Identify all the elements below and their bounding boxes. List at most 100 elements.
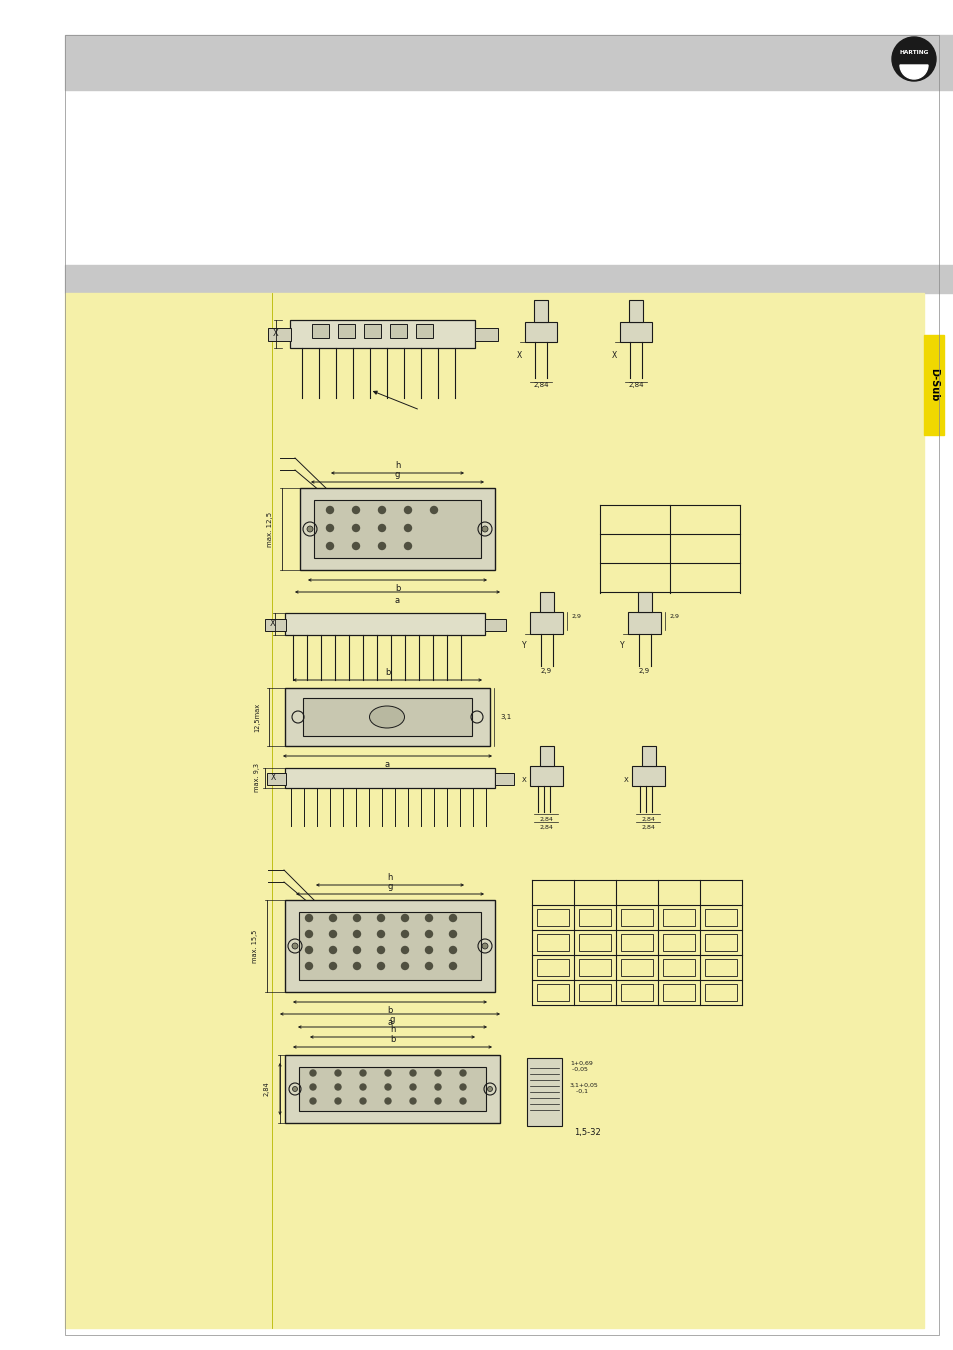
- Text: h: h: [395, 460, 399, 470]
- Bar: [662, 958, 695, 976]
- Circle shape: [305, 930, 313, 937]
- Circle shape: [310, 1084, 315, 1089]
- Bar: [631, 765, 664, 786]
- Bar: [484, 620, 505, 630]
- Circle shape: [401, 963, 408, 969]
- Circle shape: [352, 506, 359, 513]
- Bar: [923, 335, 943, 435]
- Bar: [265, 620, 286, 630]
- Text: HARTING: HARTING: [899, 50, 927, 55]
- Circle shape: [326, 543, 334, 549]
- Bar: [530, 612, 562, 634]
- Text: 2,84: 2,84: [640, 817, 655, 822]
- Circle shape: [385, 1098, 391, 1104]
- Text: X: X: [611, 351, 617, 359]
- Circle shape: [435, 1084, 440, 1089]
- Text: Y: Y: [619, 641, 624, 651]
- Bar: [416, 324, 433, 338]
- Bar: [390, 324, 407, 338]
- Bar: [638, 593, 651, 612]
- Text: 2,84: 2,84: [640, 825, 655, 830]
- Text: b: b: [395, 585, 399, 593]
- Circle shape: [410, 1071, 416, 1076]
- Bar: [628, 300, 642, 323]
- Circle shape: [378, 506, 385, 513]
- Text: X: X: [521, 778, 526, 783]
- Bar: [475, 328, 497, 342]
- Circle shape: [305, 946, 313, 953]
- Text: X: X: [623, 778, 628, 783]
- Text: h: h: [387, 873, 393, 882]
- Bar: [285, 900, 495, 992]
- Circle shape: [459, 1098, 465, 1104]
- Circle shape: [335, 1071, 340, 1076]
- Bar: [704, 934, 737, 950]
- Bar: [537, 958, 568, 976]
- Text: max. 12,5: max. 12,5: [267, 512, 273, 547]
- Text: a: a: [395, 595, 399, 605]
- Text: 2,84: 2,84: [538, 817, 553, 822]
- Text: 2,84: 2,84: [628, 382, 643, 387]
- Text: g: g: [395, 470, 399, 479]
- Bar: [65, 293, 923, 1328]
- Circle shape: [329, 963, 336, 969]
- Circle shape: [354, 930, 360, 937]
- Circle shape: [401, 914, 408, 922]
- Circle shape: [425, 963, 432, 969]
- Circle shape: [481, 526, 488, 532]
- Ellipse shape: [369, 706, 404, 728]
- Bar: [290, 320, 475, 348]
- Bar: [620, 958, 652, 976]
- Circle shape: [378, 525, 385, 532]
- Text: h: h: [390, 1025, 395, 1034]
- Circle shape: [425, 946, 432, 953]
- Text: b: b: [387, 1006, 393, 1015]
- Text: 2,84: 2,84: [533, 382, 548, 387]
- Bar: [539, 747, 554, 765]
- Bar: [627, 612, 660, 634]
- Circle shape: [449, 946, 456, 953]
- Circle shape: [352, 543, 359, 549]
- Circle shape: [335, 1084, 340, 1089]
- Circle shape: [425, 930, 432, 937]
- Text: a: a: [387, 1018, 392, 1027]
- Bar: [364, 324, 380, 338]
- Circle shape: [377, 946, 384, 953]
- Circle shape: [293, 1087, 297, 1092]
- Text: X: X: [271, 774, 275, 783]
- Circle shape: [354, 946, 360, 953]
- Circle shape: [385, 1084, 391, 1089]
- Bar: [578, 934, 610, 950]
- Bar: [285, 1054, 499, 1123]
- Bar: [285, 768, 495, 788]
- Bar: [298, 913, 480, 980]
- Circle shape: [449, 914, 456, 922]
- Circle shape: [487, 1087, 492, 1092]
- Bar: [620, 934, 652, 950]
- Circle shape: [404, 543, 411, 549]
- Bar: [314, 500, 480, 558]
- Bar: [704, 909, 737, 926]
- Circle shape: [352, 525, 359, 532]
- Bar: [704, 984, 737, 1000]
- Circle shape: [310, 1071, 315, 1076]
- Bar: [662, 984, 695, 1000]
- Text: 3,1+0,05
   -0,1: 3,1+0,05 -0,1: [569, 1083, 598, 1094]
- Bar: [578, 909, 610, 926]
- Circle shape: [481, 944, 488, 949]
- Circle shape: [354, 914, 360, 922]
- Circle shape: [891, 36, 935, 81]
- Circle shape: [329, 914, 336, 922]
- Text: 2,84: 2,84: [264, 1081, 270, 1096]
- Text: Y: Y: [522, 641, 526, 651]
- Bar: [285, 613, 484, 634]
- Text: 1,5-32: 1,5-32: [574, 1129, 600, 1138]
- Circle shape: [329, 930, 336, 937]
- Bar: [65, 265, 953, 293]
- Text: X: X: [273, 329, 278, 339]
- Circle shape: [359, 1084, 366, 1089]
- Bar: [641, 747, 656, 765]
- Text: max. 15,5: max. 15,5: [252, 929, 257, 963]
- Text: 2,9: 2,9: [669, 613, 679, 618]
- Text: 2,84: 2,84: [538, 825, 553, 830]
